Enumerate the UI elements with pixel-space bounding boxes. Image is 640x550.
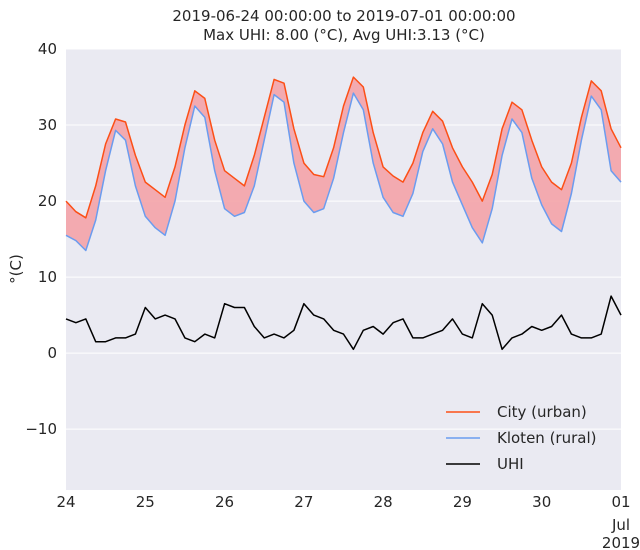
y-tick-labels: −10 0 10 20 30 40 [25,40,57,438]
series-line-uhi [65,295,622,351]
x-tick-label-extra: Jul [611,516,630,534]
x-tick-label: 26 [215,493,234,511]
series-lines [65,76,622,351]
series-line-kloten [65,92,622,252]
x-tick-label: 01 [611,493,630,511]
y-tick-label: 0 [47,344,57,362]
legend: City (urban) Kloten (rural) UHI [446,403,596,473]
x-tick-label: 28 [374,493,393,511]
chart-title-line-1: 2019-06-24 00:00:00 to 2019-07-01 00:00:… [172,7,515,25]
x-tick-label: 29 [453,493,472,511]
y-tick-label: −10 [25,420,57,438]
x-tick-label: 25 [136,493,155,511]
series-line-city [65,76,622,219]
x-tick-label: 27 [294,493,313,511]
y-axis-label: °(C) [7,254,25,284]
chart-title-line-2: Max UHI: 8.00 (°C), Avg UHI:3.13 (°C) [203,26,485,44]
x-tick-label: 24 [56,493,75,511]
y-tick-label: 10 [38,268,57,286]
y-tick-label: 40 [38,40,57,58]
legend-label-city: City (urban) [497,403,587,421]
x-tick-label-extra: 2019 [602,534,640,550]
x-tick-label: 30 [532,493,551,511]
legend-label-kloten: Kloten (rural) [497,429,596,447]
legend-label-uhi: UHI [497,455,524,473]
y-tick-label: 20 [38,192,57,210]
uhi-fill-between [66,77,621,251]
y-tick-label: 30 [38,116,57,134]
